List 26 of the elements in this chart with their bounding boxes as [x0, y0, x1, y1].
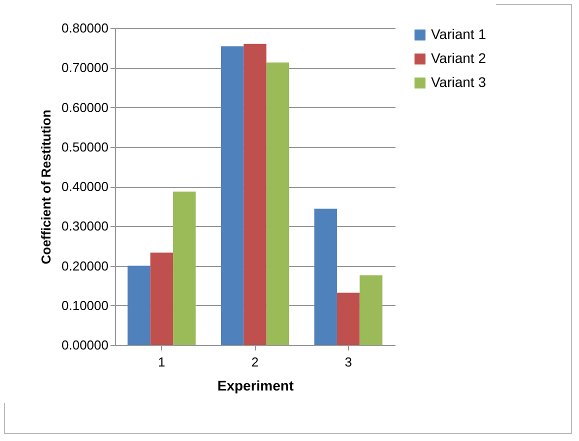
- y-tick-label: 0.50000: [62, 139, 108, 154]
- bar: [314, 208, 337, 345]
- bar: [220, 46, 244, 345]
- bar: [336, 292, 360, 345]
- x-axis-title: Experiment: [217, 378, 294, 394]
- y-tick-label: 0.70000: [62, 60, 108, 76]
- x-tick-label: 1: [158, 354, 166, 370]
- y-tick-label: 0.30000: [62, 218, 108, 234]
- y-axis-title: Coefficient of Restitution: [38, 110, 54, 264]
- bar: [150, 252, 174, 345]
- y-tick-label: 0.20000: [62, 258, 108, 274]
- bar: [173, 192, 196, 345]
- x-tick-label: 3: [344, 354, 352, 370]
- bar: [128, 266, 150, 345]
- legend-label: Variant 2: [431, 50, 486, 66]
- y-tick-label: 0.10000: [62, 298, 108, 313]
- y-tick-label: 0.00000: [62, 338, 108, 352]
- bar: [360, 275, 382, 345]
- x-tick-label: 2: [251, 354, 259, 370]
- y-tick-label: 0.40000: [62, 179, 108, 194]
- bar: [266, 62, 290, 345]
- legend-label: Variant 1: [431, 26, 486, 42]
- y-tick-label: 0.80000: [62, 20, 108, 36]
- legend-label: Variant 3: [431, 74, 486, 90]
- bar: [244, 44, 266, 345]
- y-tick-label: 0.60000: [62, 100, 108, 115]
